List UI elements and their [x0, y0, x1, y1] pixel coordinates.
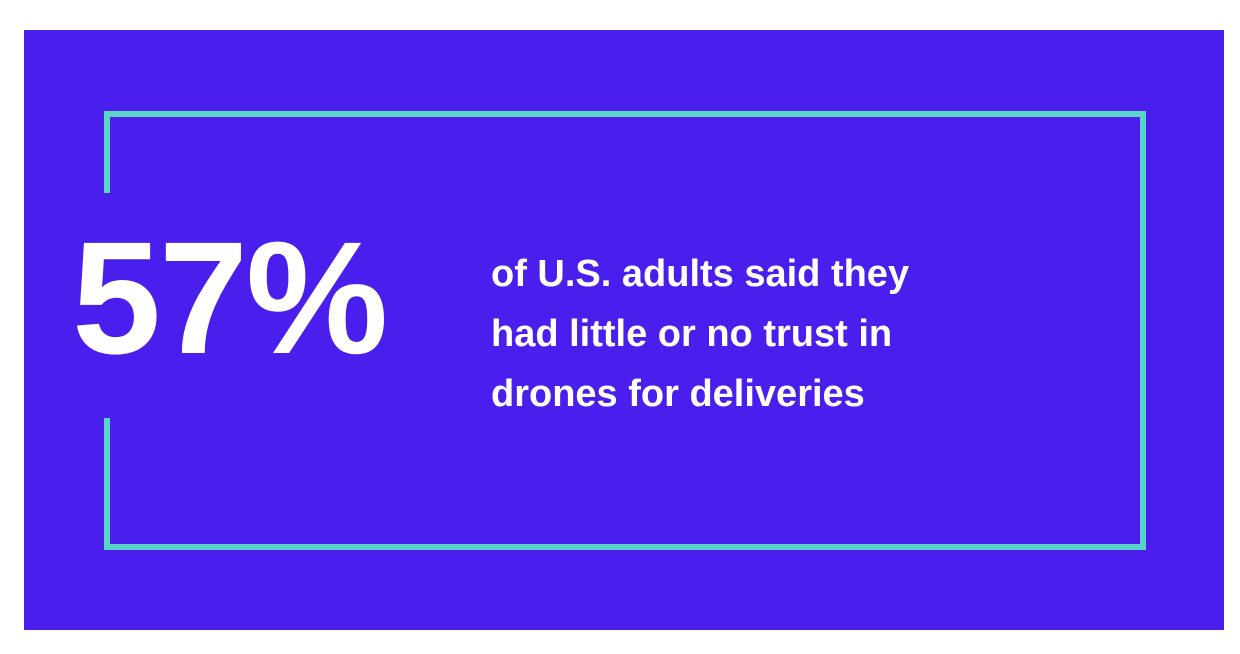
frame-bottom-border [104, 544, 1146, 550]
stat-description: of U.S. adults said they had little or n… [491, 244, 1051, 424]
stat-percentage: 57% [72, 208, 388, 387]
frame-right-border [1140, 111, 1146, 550]
description-line: of U.S. adults said they [491, 253, 910, 295]
description-line: drones for deliveries [491, 373, 865, 415]
description-line: had little or no trust in [491, 313, 893, 355]
infographic-panel: 57% of U.S. adults said they had little … [24, 30, 1224, 630]
frame-top-border [104, 111, 1146, 117]
frame-left-border-upper [104, 111, 110, 193]
frame-left-border-lower [104, 418, 110, 550]
